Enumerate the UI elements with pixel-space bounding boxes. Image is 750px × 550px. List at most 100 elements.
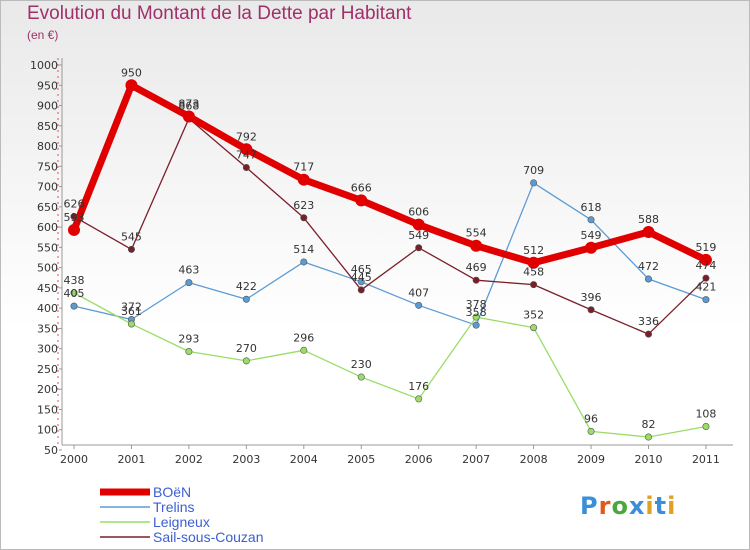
x-tick-label: 2004 (290, 453, 318, 466)
data-point (587, 427, 595, 435)
logo-letter: o (611, 492, 629, 520)
x-tick-label: 2001 (117, 453, 145, 466)
data-point (182, 110, 195, 123)
chart-axes: 50 100 150 200 250 300 350 400 450 500 550 600 650 70… (30, 58, 733, 466)
y-tick-label: 950 (37, 79, 58, 92)
data-label: 176 (408, 380, 429, 393)
data-label: 873 (178, 97, 199, 110)
data-point (530, 324, 538, 332)
data-point (68, 223, 80, 236)
data-label: 82 (642, 418, 656, 431)
logo-letter: P (580, 492, 599, 520)
data-label: 717 (293, 161, 314, 174)
data-label: 593 (64, 211, 85, 224)
data-label: 792 (236, 130, 257, 143)
data-point (297, 173, 310, 186)
data-label: 405 (64, 287, 85, 300)
data-point (702, 422, 710, 430)
logo-letter: t (654, 492, 668, 520)
legend-label: Sail-sous-Couzan (153, 529, 264, 545)
y-tick-label: 650 (37, 201, 58, 214)
data-label: 666 (351, 181, 372, 194)
data-labels: 405 372 463 422 514 465 407 358 709 618 472 421 438 3… (64, 66, 717, 431)
data-point (415, 395, 423, 403)
data-label: 606 (408, 206, 429, 219)
data-label: 512 (523, 244, 544, 257)
data-label: 270 (236, 342, 257, 355)
y-tick-label: 200 (37, 383, 58, 396)
data-label: 108 (695, 407, 716, 420)
y-tick-label: 400 (37, 302, 58, 315)
logo-letter: i (645, 492, 655, 520)
data-point (412, 218, 425, 231)
data-label: 469 (466, 261, 487, 274)
data-point (185, 279, 193, 287)
data-label: 396 (581, 291, 602, 304)
data-label: 519 (695, 241, 716, 254)
data-point (127, 245, 135, 253)
data-label: 372 (121, 301, 142, 314)
y-tick-label: 700 (37, 181, 58, 194)
data-point (415, 244, 423, 252)
data-point (300, 214, 308, 222)
chart-subtitle: (en €) (27, 28, 59, 42)
data-label: 358 (466, 306, 487, 319)
y-tick-label: 850 (37, 120, 58, 133)
data-point (300, 258, 308, 266)
data-label: 463 (178, 264, 199, 277)
logo-letter: x (628, 492, 646, 520)
y-tick-label: 600 (37, 221, 58, 234)
y-tick-label: 800 (37, 140, 58, 153)
x-tick-label: 2002 (175, 453, 203, 466)
data-point (530, 179, 538, 187)
data-point (472, 313, 480, 321)
y-tick-label: 1000 (30, 59, 58, 72)
series-lines (70, 81, 708, 438)
x-tick-label: 2010 (635, 453, 663, 466)
data-label: 588 (638, 213, 659, 226)
data-label: 407 (408, 286, 429, 299)
y-tick-label: 150 (37, 403, 58, 416)
data-label: 230 (351, 358, 372, 371)
data-point (644, 433, 652, 441)
data-point (242, 357, 250, 365)
logo-letter: r (598, 492, 612, 520)
data-label: 96 (584, 412, 598, 425)
y-tick-label: 900 (37, 100, 58, 113)
series-line-2 (73, 292, 707, 438)
data-label: 352 (523, 309, 544, 322)
data-label: 626 (64, 198, 85, 211)
x-tick-label: 2011 (692, 453, 720, 466)
x-tick-label: 2009 (577, 453, 605, 466)
data-point (644, 275, 652, 283)
data-label: 378 (466, 298, 487, 311)
data-label: 545 (121, 230, 142, 243)
series-points (68, 79, 712, 441)
data-label: 623 (293, 199, 314, 212)
data-point (185, 348, 193, 356)
y-tick-label: 750 (37, 160, 58, 173)
data-label: 458 (523, 266, 544, 279)
data-point (415, 301, 423, 309)
x-tick-label: 2005 (347, 453, 375, 466)
y-tick-label: 550 (37, 241, 58, 254)
data-point (472, 321, 480, 329)
data-label: 472 (638, 260, 659, 273)
series-line-3 (73, 117, 707, 335)
data-label: 549 (408, 229, 429, 242)
data-label: 514 (293, 243, 314, 256)
data-label: 465 (351, 263, 372, 276)
data-label: 293 (178, 333, 199, 346)
data-label: 549 (581, 229, 602, 242)
x-tick-label: 2007 (462, 453, 490, 466)
data-point (642, 225, 655, 238)
data-point (527, 256, 540, 269)
x-tick-label: 2008 (520, 453, 548, 466)
data-point (702, 296, 710, 304)
y-tick-label: 450 (37, 282, 58, 295)
data-label: 421 (695, 281, 716, 294)
x-tick-label: 2006 (405, 453, 433, 466)
